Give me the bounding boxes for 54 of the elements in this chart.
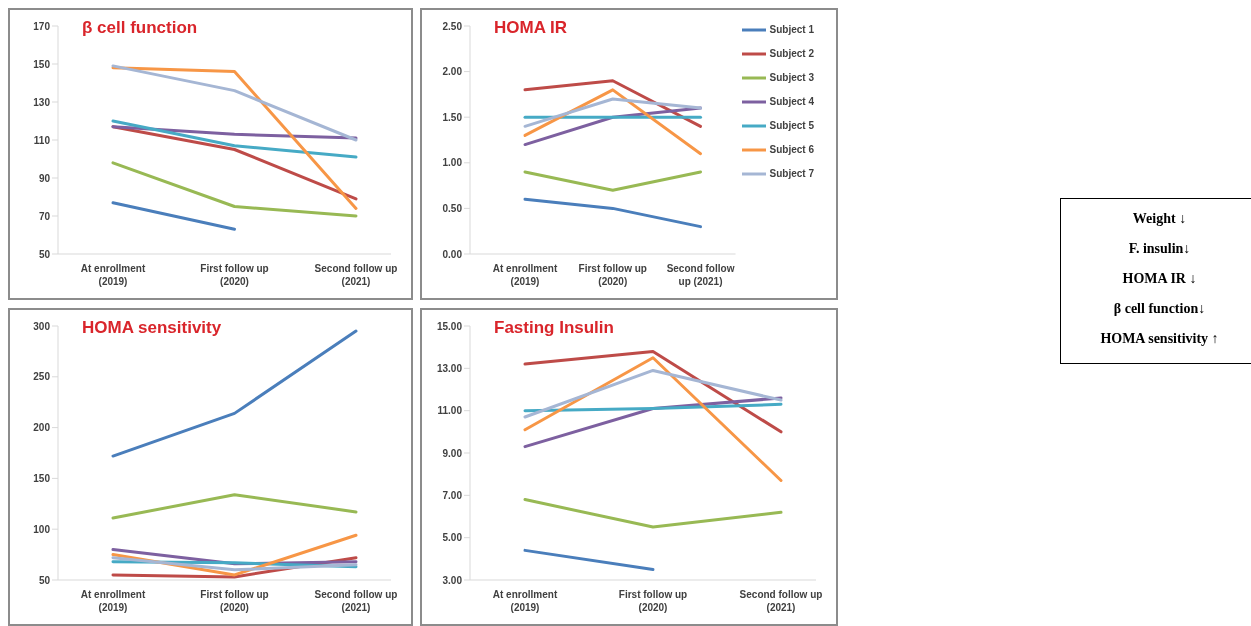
y-tick-label: 2.00: [442, 66, 463, 78]
y-tick-label: 100: [33, 523, 51, 535]
y-tick-label: 300: [33, 320, 51, 332]
chart-title: Fasting Insulin: [494, 318, 614, 338]
text: HOMA IR ↓: [1121, 271, 1198, 287]
y-tick-label: 150: [33, 472, 51, 484]
x-tick-label: Second follow up (2021): [314, 589, 398, 613]
y-tick-label: 3.00: [442, 574, 463, 586]
x-tick-label: At enrollment (2019): [492, 589, 558, 613]
legend-label: Subject 1: [769, 23, 814, 35]
x-tick-label: First follow up (2020): [578, 263, 647, 287]
text: β cell function↓: [1112, 301, 1207, 317]
y-tick-label: 9.00: [442, 447, 463, 459]
x-tick-label: Second follow up (2021): [666, 263, 735, 287]
y-tick-label: 0.50: [442, 202, 463, 214]
x-tick-label: At enrollment (2019): [80, 589, 146, 613]
y-tick-label: 130: [33, 96, 51, 108]
chart-title: β cell function: [82, 18, 198, 38]
x-tick-label: First follow up (2020): [200, 263, 269, 287]
y-tick-label: 50: [38, 248, 51, 260]
y-tick-label: 170: [33, 20, 51, 32]
y-tick-label: 2.50: [442, 20, 463, 32]
y-tick-label: 250: [33, 371, 51, 383]
legend-label: Subject 3: [769, 71, 814, 83]
y-tick-label: 150: [33, 58, 51, 70]
text: F. insulin↓: [1127, 241, 1192, 257]
x-tick-label: Second follow up (2021): [739, 589, 823, 613]
text: Weight ↓: [1131, 211, 1188, 227]
y-tick-label: 5.00: [442, 532, 463, 544]
legend-label: Subject 7: [769, 167, 814, 179]
legend-label: Subject 6: [769, 143, 814, 155]
y-tick-label: 70: [38, 210, 51, 222]
y-tick-label: 13.00: [436, 362, 463, 374]
legend-label: Subject 2: [769, 47, 814, 59]
x-tick-label: At enrollment (2019): [492, 263, 558, 287]
y-tick-label: 1.00: [442, 157, 463, 169]
y-tick-label: 110: [33, 134, 51, 146]
y-tick-label: 200: [33, 422, 51, 434]
x-tick-label: First follow up (2020): [618, 589, 688, 613]
y-tick-label: 7.00: [442, 489, 463, 501]
y-tick-label: 90: [38, 172, 51, 184]
legend-label: Subject 4: [769, 95, 814, 107]
x-tick-label: Second follow up (2021): [314, 263, 398, 287]
y-tick-label: 11.00: [437, 405, 463, 417]
y-tick-label: 15.00: [436, 320, 463, 332]
chart-title: HOMA IR: [494, 18, 568, 38]
chart-title: HOMA sensitivity: [82, 318, 222, 338]
x-tick-label: At enrollment (2019): [80, 263, 146, 287]
legend-label: Subject 5: [769, 119, 814, 131]
text: HOMA sensitivity ↑: [1099, 331, 1220, 347]
y-tick-label: 1.50: [442, 111, 463, 123]
x-tick-label: First follow up (2020): [200, 589, 269, 613]
y-tick-label: 0.00: [442, 248, 463, 260]
y-tick-label: 50: [38, 574, 51, 586]
